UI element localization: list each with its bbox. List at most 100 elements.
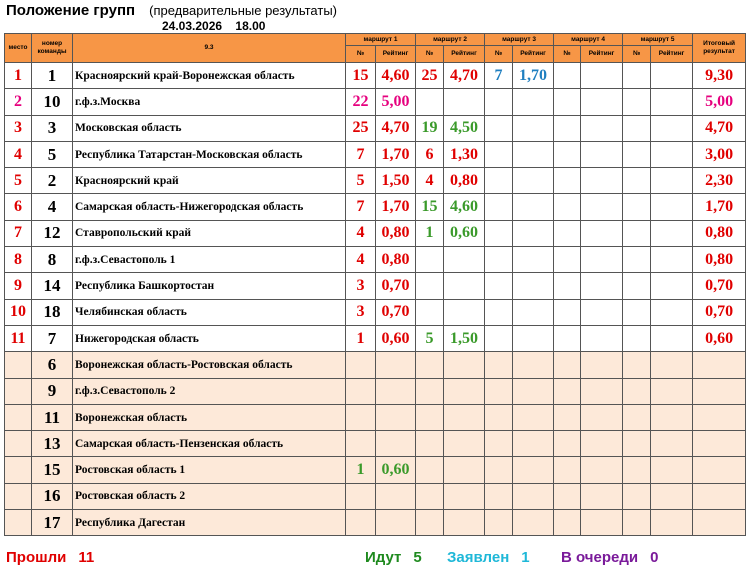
total-cell: 1,70: [692, 193, 747, 221]
footer-label: В очереди: [561, 549, 639, 566]
team-cell: 12: [31, 219, 73, 248]
route-no: [484, 430, 514, 458]
name-cell: Республика Башкортостан: [72, 272, 346, 300]
total-cell: 5,00: [692, 88, 747, 116]
route-rating: [443, 456, 486, 484]
route-rating: [512, 298, 555, 326]
route-no: [484, 482, 514, 511]
table-row: 13 Самарская область-Пензенская область: [4, 430, 747, 458]
name-cell: Самарская область-Пензенская область: [72, 430, 346, 458]
route-rating: [580, 219, 624, 248]
place-cell: 5: [4, 167, 32, 195]
table-row: 8 8 г.ф.з.Севастополь 1 4 0,80 0,80: [4, 246, 747, 274]
footer-value: 0: [650, 549, 659, 566]
total-cell: 9,30: [692, 61, 747, 90]
place-cell: [4, 351, 32, 379]
route-no: [622, 456, 652, 484]
route-no: 7: [345, 140, 376, 169]
route-rating: 1,70: [512, 61, 555, 90]
route-no: 3: [345, 272, 376, 300]
route-rating: [580, 114, 624, 142]
route-rating: 1,50: [374, 167, 417, 195]
route-no: 5: [415, 324, 445, 353]
footer-value: 11: [78, 549, 95, 566]
team-cell: 2: [31, 167, 73, 195]
route-rating: [650, 403, 694, 432]
route-no: [553, 377, 582, 405]
route-no: [622, 509, 652, 537]
table-row: 11 Воронежская область: [4, 403, 747, 432]
route-no: [484, 114, 514, 142]
route-rating: [512, 377, 555, 405]
place-cell: 11: [4, 324, 32, 353]
name-cell: г.ф.з.Москва: [72, 88, 346, 116]
total-cell: [692, 377, 747, 405]
place-cell: 8: [4, 246, 32, 274]
route-rating: [580, 298, 624, 326]
header-cell: маршрут 4: [553, 33, 624, 46]
route-no: 7: [484, 61, 514, 90]
header-cell: Рейтинг: [580, 45, 624, 63]
route-rating: [374, 430, 417, 458]
route-no: [484, 298, 514, 326]
header-cell: Рейтинг: [650, 45, 694, 63]
subtitle: (предварительные результаты): [149, 3, 337, 18]
route-rating: [443, 403, 486, 432]
name-cell: г.ф.з.Севастополь 1: [72, 246, 346, 274]
header-cell: Итоговый результат: [692, 33, 747, 63]
route-no: 15: [415, 193, 445, 221]
route-rating: [512, 140, 555, 169]
route-no: [484, 377, 514, 405]
header-cell: №: [484, 45, 514, 63]
table-row: 1 1 Красноярский край-Воронежская область 1…: [4, 61, 747, 90]
route-rating: [512, 88, 555, 116]
table-row: 4 5 Республика Татарстан-Московская област…: [4, 140, 747, 169]
name-cell: Республика Дагестан: [72, 509, 346, 537]
route-no: [415, 298, 445, 326]
name-cell: Самарская область-Нижегородская область: [72, 193, 346, 221]
route-rating: [650, 61, 694, 90]
footer-item: Идут 5: [365, 549, 422, 566]
total-cell: 4,70: [692, 114, 747, 142]
route-rating: [580, 140, 624, 169]
route-no: [484, 167, 514, 195]
total-cell: 0,70: [692, 298, 747, 326]
route-rating: [512, 167, 555, 195]
team-cell: 11: [31, 403, 73, 432]
route-no: [345, 351, 376, 379]
route-rating: [580, 167, 624, 195]
place-cell: [4, 482, 32, 511]
route-no: [553, 167, 582, 195]
header-cell: Рейтинг: [443, 45, 486, 63]
route-no: [553, 272, 582, 300]
name-cell: Челябинская область: [72, 298, 346, 326]
route-no: 3: [345, 298, 376, 326]
header-cell: маршрут 1: [344, 33, 417, 46]
route-rating: [512, 324, 555, 353]
place-cell: [4, 377, 32, 405]
route-no: [484, 193, 514, 221]
header-cell: маршрут 5: [622, 33, 694, 46]
route-rating: [374, 403, 417, 432]
route-no: [622, 219, 652, 248]
route-rating: [512, 456, 555, 484]
route-no: [553, 298, 582, 326]
name-cell: Московская область: [72, 114, 346, 142]
team-cell: 9: [31, 377, 73, 405]
route-rating: 0,70: [374, 298, 417, 326]
route-no: [415, 403, 445, 432]
route-rating: [512, 509, 555, 537]
total-cell: 2,30: [692, 167, 747, 195]
route-no: [345, 430, 376, 458]
table-row: 9 14 Республика Башкортостан 3 0,70 0,70: [4, 272, 747, 300]
total-cell: [692, 351, 747, 379]
team-cell: 6: [31, 351, 73, 379]
footer-value: 1: [521, 549, 530, 566]
route-rating: [580, 272, 624, 300]
route-no: [622, 298, 652, 326]
route-rating: [650, 167, 694, 195]
route-no: [553, 193, 582, 221]
route-no: 19: [415, 114, 445, 142]
route-rating: [650, 140, 694, 169]
